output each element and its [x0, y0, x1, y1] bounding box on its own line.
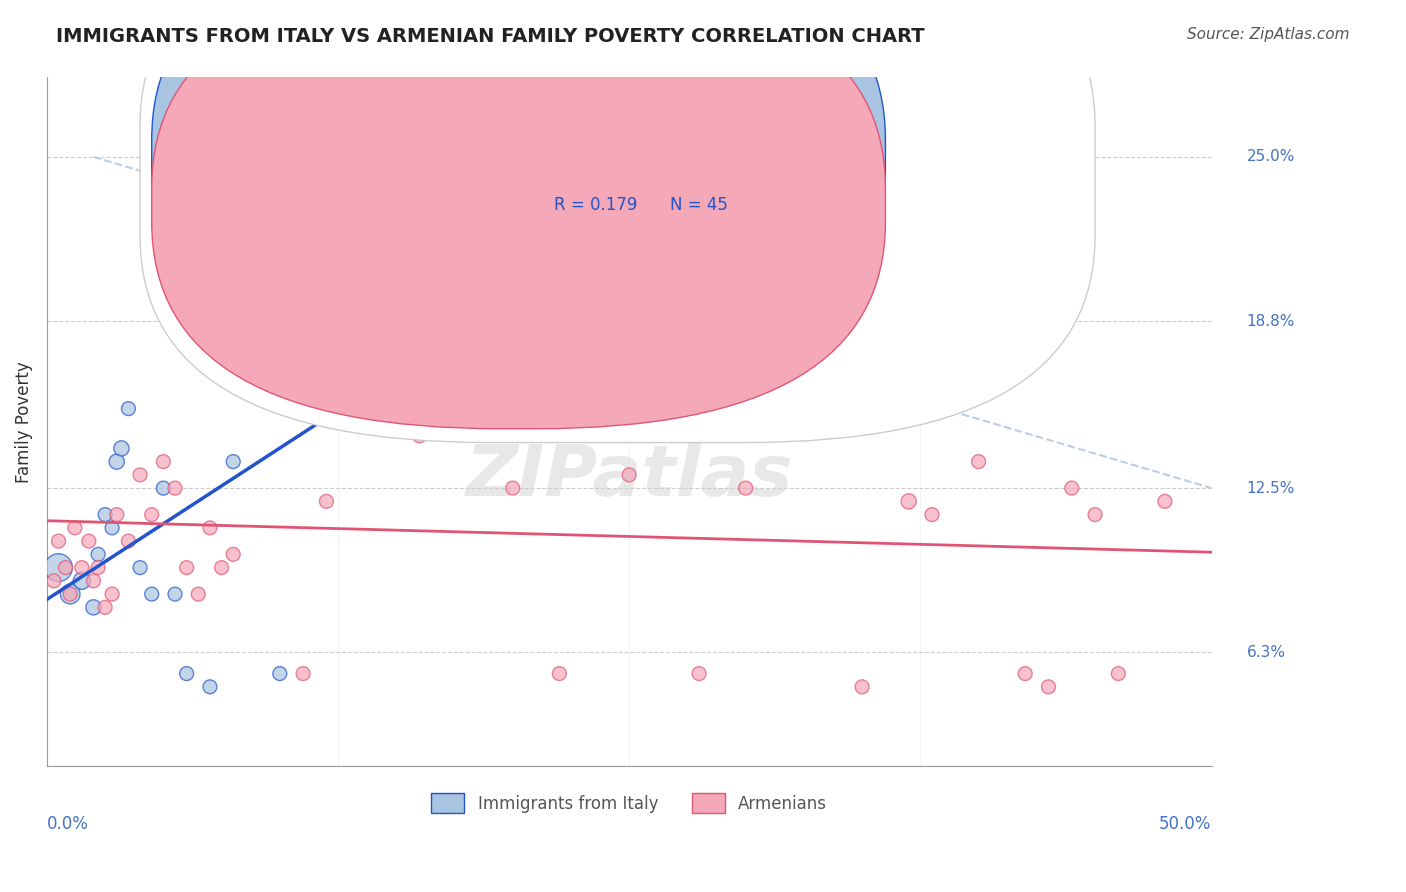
- Text: 0.0%: 0.0%: [46, 814, 89, 832]
- Text: 12.5%: 12.5%: [1247, 481, 1295, 496]
- Point: [59, 587, 82, 601]
- Point: [198, 521, 221, 535]
- Point: [1060, 481, 1083, 495]
- Point: [117, 401, 139, 416]
- Point: [101, 521, 124, 535]
- Text: IMMIGRANTS FROM ITALY VS ARMENIAN FAMILY POVERTY CORRELATION CHART: IMMIGRANTS FROM ITALY VS ARMENIAN FAMILY…: [56, 27, 925, 45]
- Text: 50.0%: 50.0%: [1159, 814, 1212, 832]
- Point: [129, 467, 152, 482]
- Point: [361, 216, 384, 230]
- Point: [94, 600, 117, 615]
- Text: N = 45: N = 45: [671, 196, 728, 214]
- Point: [897, 494, 920, 508]
- Text: 18.8%: 18.8%: [1247, 314, 1295, 328]
- Point: [94, 508, 117, 522]
- Text: R = 0.412: R = 0.412: [554, 148, 637, 166]
- Point: [101, 587, 124, 601]
- Point: [70, 574, 93, 588]
- Point: [117, 534, 139, 549]
- Point: [141, 508, 163, 522]
- Point: [163, 587, 186, 601]
- Point: [315, 494, 337, 508]
- Point: [269, 666, 291, 681]
- Point: [361, 375, 384, 389]
- Point: [851, 680, 873, 694]
- Point: [1038, 680, 1060, 694]
- Text: ZIPatlas: ZIPatlas: [465, 442, 793, 511]
- Point: [967, 455, 990, 469]
- FancyBboxPatch shape: [152, 0, 886, 381]
- Text: 25.0%: 25.0%: [1247, 150, 1295, 164]
- Point: [110, 442, 132, 456]
- Point: [198, 680, 221, 694]
- Point: [82, 574, 104, 588]
- Point: [292, 666, 315, 681]
- Text: R = 0.179: R = 0.179: [554, 196, 637, 214]
- Point: [63, 521, 86, 535]
- Y-axis label: Family Poverty: Family Poverty: [15, 361, 32, 483]
- Point: [48, 560, 70, 574]
- Point: [688, 666, 710, 681]
- Point: [1107, 666, 1129, 681]
- Point: [222, 455, 245, 469]
- Text: 6.3%: 6.3%: [1247, 645, 1285, 660]
- Point: [129, 560, 152, 574]
- FancyBboxPatch shape: [141, 0, 1095, 442]
- Point: [1084, 508, 1107, 522]
- Point: [408, 428, 430, 442]
- Point: [211, 560, 233, 574]
- Point: [77, 534, 100, 549]
- Point: [42, 574, 65, 588]
- Point: [105, 455, 128, 469]
- Point: [70, 560, 93, 574]
- Point: [502, 481, 524, 495]
- Point: [87, 547, 110, 561]
- Point: [1014, 666, 1036, 681]
- Point: [1154, 494, 1177, 508]
- Text: N = 20: N = 20: [671, 148, 728, 166]
- Point: [48, 534, 70, 549]
- Point: [245, 229, 267, 244]
- Point: [187, 587, 209, 601]
- Text: Source: ZipAtlas.com: Source: ZipAtlas.com: [1187, 27, 1350, 42]
- Point: [619, 467, 641, 482]
- FancyBboxPatch shape: [152, 0, 886, 429]
- Point: [780, 401, 803, 416]
- Point: [548, 666, 571, 681]
- Point: [222, 547, 245, 561]
- Point: [269, 256, 291, 270]
- Point: [921, 508, 943, 522]
- Point: [55, 560, 77, 574]
- Point: [432, 415, 454, 429]
- Point: [141, 587, 163, 601]
- Point: [163, 481, 186, 495]
- Point: [152, 455, 174, 469]
- Point: [734, 481, 756, 495]
- Point: [82, 600, 104, 615]
- Point: [292, 282, 315, 296]
- Point: [176, 560, 198, 574]
- Legend: Immigrants from Italy, Armenians: Immigrants from Italy, Armenians: [425, 787, 834, 820]
- Point: [105, 508, 128, 522]
- Point: [152, 481, 174, 495]
- Point: [59, 587, 82, 601]
- Point: [87, 560, 110, 574]
- Point: [176, 666, 198, 681]
